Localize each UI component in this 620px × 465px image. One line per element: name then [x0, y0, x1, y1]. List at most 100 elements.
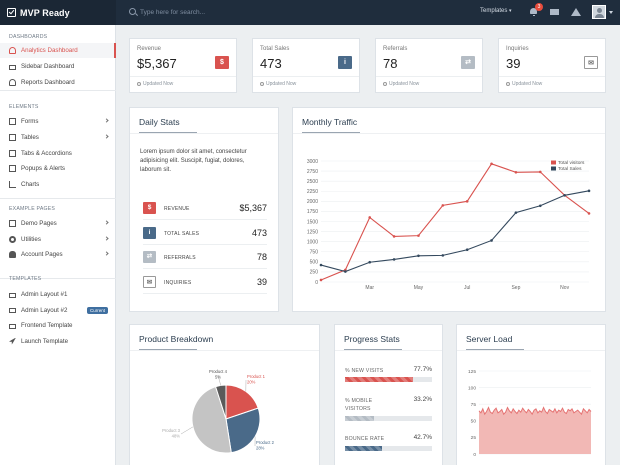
data-point	[368, 216, 372, 219]
checkbox-logo-icon	[7, 8, 16, 17]
laptop-icon	[9, 308, 16, 313]
data-point	[465, 248, 469, 252]
envelope-icon: ✉	[584, 56, 598, 69]
sidebar-section-title: DASHBOARDS	[9, 34, 48, 40]
warning-icon[interactable]	[571, 7, 581, 17]
dashboard-icon	[9, 79, 16, 86]
data-point	[441, 254, 445, 257]
stat-value: 473	[260, 56, 282, 71]
sidebar-item-utilities[interactable]: Utilities	[0, 232, 116, 247]
panel-title: Monthly Traffic	[302, 117, 358, 127]
folder-icon	[9, 220, 16, 227]
sidebar-item-label: Tables	[21, 133, 39, 141]
sidebar-item-tables[interactable]: Tables	[0, 130, 116, 145]
panel-divider	[130, 133, 278, 134]
updated-text: Updated Now	[389, 81, 420, 87]
laptop-icon	[9, 64, 16, 70]
chevron-right-icon	[104, 118, 109, 123]
exchange-icon: ⇄	[143, 251, 156, 263]
sidebar-item-sidebar-dashboard[interactable]: Sidebar Dashboard	[0, 59, 116, 74]
sidebar-item-admin-layout-2[interactable]: Admin Layout #2 Current	[0, 303, 116, 318]
sidebar-item-account-pages[interactable]: Account Pages	[0, 247, 116, 262]
sidebar-section-title: TEMPLATES	[9, 276, 42, 282]
sidebar-item-charts[interactable]: Charts	[0, 177, 116, 192]
sidebar-item-frontend-template[interactable]: Frontend Template	[0, 318, 116, 333]
daily-stat-row: $ REVENUE $5,367	[143, 197, 267, 220]
slice-value: 5%	[215, 375, 221, 380]
data-point	[490, 162, 493, 166]
mail-icon[interactable]	[550, 7, 560, 17]
y-tick-label: 1250	[307, 229, 318, 235]
avatar-caret-icon[interactable]	[609, 11, 613, 14]
daily-stat-row: i TOTAL SALES 473	[143, 222, 267, 245]
sidebar-item-forms[interactable]: Forms	[0, 114, 116, 129]
data-point	[441, 204, 445, 207]
slice-label: Product 3	[162, 428, 181, 433]
panel-title: Server Load	[466, 334, 513, 344]
data-point	[538, 170, 542, 174]
panel-title: Progress Stats	[344, 334, 400, 344]
user-icon	[9, 251, 16, 258]
avatar[interactable]	[592, 5, 606, 19]
clock-icon	[506, 81, 510, 86]
area-line	[478, 406, 592, 416]
monthly-traffic-panel: Monthly Traffic 0 250 500 750 1000 1250 1500 17…	[292, 107, 606, 312]
data-point	[319, 263, 323, 267]
sidebar-section-title: ELEMENTS	[9, 104, 39, 110]
updated-text: Updated Now	[266, 81, 297, 87]
search-input[interactable]	[140, 5, 250, 19]
sidebar-item-label: Launch Template	[21, 337, 69, 345]
envelope-icon: ✉	[143, 275, 156, 288]
updated-text: Updated Now	[512, 81, 543, 87]
progress-label: % MOBILE VISITORS	[345, 398, 373, 412]
search-icon[interactable]	[129, 8, 136, 15]
series-line-0	[320, 163, 590, 281]
sidebar-item-label: Utilities	[21, 235, 41, 243]
title-underline	[344, 349, 402, 350]
panel-divider	[335, 350, 442, 351]
brand-logo[interactable]: MVP Ready	[0, 0, 116, 25]
area-fill	[479, 407, 591, 454]
legend-label: Total visitors	[558, 160, 585, 166]
clock-icon	[137, 81, 141, 86]
sidebar-item-tabs-accordions[interactable]: Tabs & Accordions	[0, 146, 116, 161]
sidebar-item-reports-dashboard[interactable]: Reports Dashboard	[0, 75, 116, 90]
stat-card-total-sales: Total Sales 473 i Updated Now	[252, 38, 360, 93]
current-badge: Current	[86, 306, 108, 314]
sidebar-item-launch-template[interactable]: Launch Template	[0, 334, 116, 349]
y-tick-label: 2250	[307, 189, 318, 195]
panel-title: Product Breakdown	[139, 334, 214, 344]
slice-value: 48%	[172, 434, 181, 439]
dashboard-icon	[9, 47, 16, 54]
chevron-right-icon	[104, 220, 109, 225]
sidebar-item-label: Account Pages	[21, 251, 63, 258]
sidebar-item-analytics-dashboard[interactable]: Analytics Dashboard	[0, 43, 116, 58]
pie-slice	[214, 384, 227, 420]
legend-label: Total Sales	[558, 166, 582, 172]
x-tick-label: Sep	[511, 285, 520, 291]
y-tick-label: 2000	[307, 199, 318, 205]
x-tick-label: Jul	[464, 285, 470, 291]
templates-label: Templates	[480, 8, 508, 14]
sidebar-item-admin-layout-1[interactable]: Admin Layout #1	[0, 287, 116, 302]
label-leader-line	[217, 374, 221, 386]
sidebar-item-demo-pages[interactable]: Demo Pages	[0, 216, 116, 231]
stat-card-revenue: Revenue $5,367 $ Updated Now	[129, 38, 237, 93]
sidebar-item-popups-alerts[interactable]: Popups & Alerts	[0, 161, 116, 176]
data-point	[514, 170, 518, 174]
y-tick-label: 125	[468, 369, 476, 375]
server-load-panel: Server Load 0 25 50 75 100 125	[456, 324, 606, 465]
stat-footer: Updated Now	[376, 76, 482, 91]
data-point	[490, 239, 493, 242]
templates-dropdown[interactable]: Templates ▾	[480, 8, 512, 14]
y-tick-label: 750	[310, 250, 319, 256]
bell-icon[interactable]	[529, 7, 539, 17]
x-tick-label: Mar	[365, 285, 374, 291]
sidebar-item-label: Demo Pages	[21, 220, 57, 227]
sidebar-item-label: Sidebar Dashboard	[21, 63, 75, 70]
slice-value: 28%	[256, 446, 265, 451]
stat-value: 78	[383, 56, 398, 71]
progress-stats-panel: Progress Stats % NEW VISITS 77.7% % MOBILE…	[334, 324, 443, 465]
progress-percent: 77.7%	[413, 366, 432, 373]
daily-stat-row: ✉ INQUIRIES 39	[143, 271, 267, 294]
